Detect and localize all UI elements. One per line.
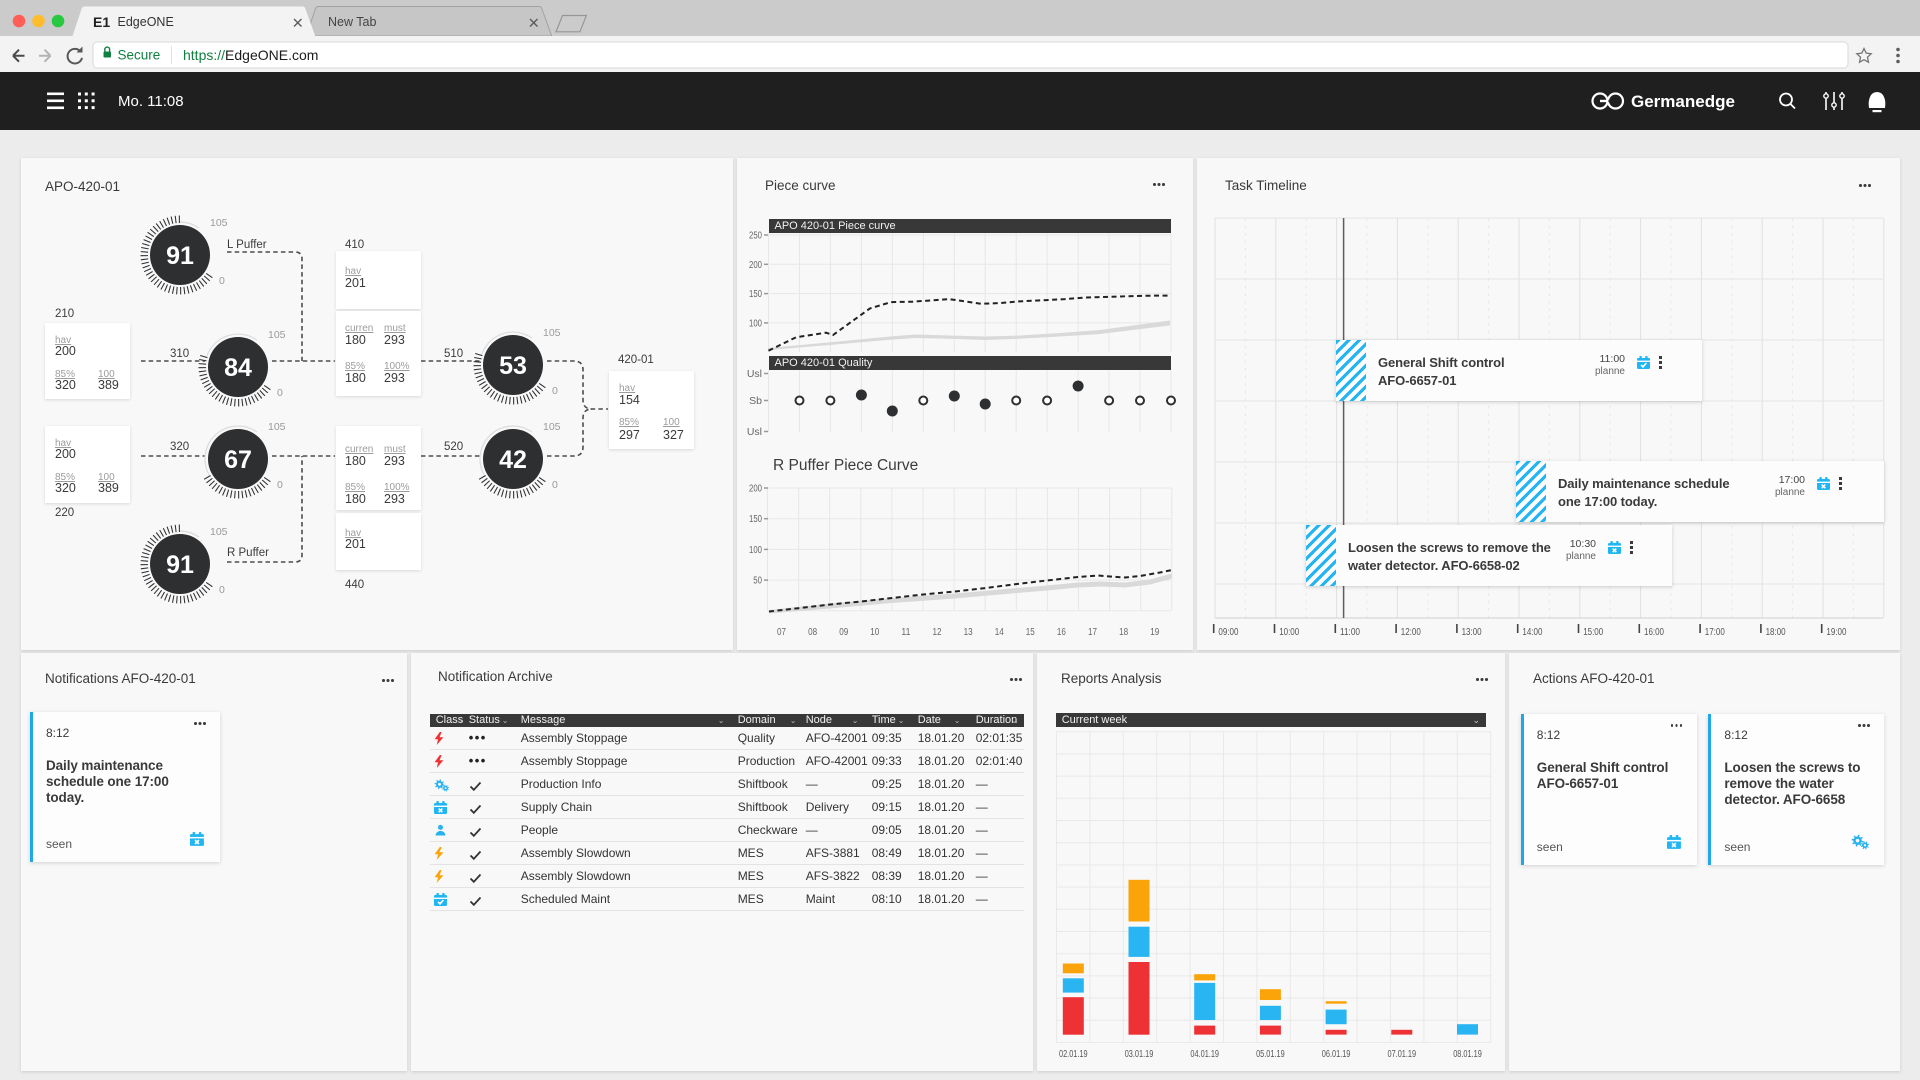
- svg-text:14:00: 14:00: [1522, 627, 1542, 638]
- svg-text:105: 105: [268, 421, 286, 433]
- svg-text:0: 0: [277, 387, 283, 399]
- svg-text:67: 67: [224, 446, 252, 474]
- svg-text:84: 84: [224, 354, 252, 382]
- svg-text:New Tab: New Tab: [328, 15, 376, 29]
- svg-text:150: 150: [749, 289, 762, 300]
- svg-text:17:00: 17:00: [1705, 627, 1725, 638]
- svg-text:08.01.19: 08.01.19: [1453, 1049, 1482, 1060]
- svg-text:19:00: 19:00: [1826, 627, 1846, 638]
- svg-text:18: 18: [1119, 627, 1128, 638]
- svg-text:09:00: 09:00: [1218, 627, 1238, 638]
- svg-text:0: 0: [277, 479, 283, 491]
- svg-text:105: 105: [268, 329, 286, 341]
- svg-text:50: 50: [753, 576, 762, 587]
- svg-text:105: 105: [210, 526, 228, 538]
- svg-text:100: 100: [749, 318, 762, 329]
- svg-text:Usl: Usl: [747, 368, 762, 380]
- svg-text:07.01.19: 07.01.19: [1388, 1049, 1417, 1060]
- svg-text:105: 105: [543, 421, 561, 433]
- svg-text:12:00: 12:00: [1401, 627, 1421, 638]
- svg-text:11:00: 11:00: [1340, 627, 1360, 638]
- svg-text:91: 91: [166, 242, 194, 270]
- svg-text:12: 12: [933, 627, 942, 638]
- svg-text:100: 100: [749, 545, 762, 556]
- svg-text:13: 13: [964, 627, 973, 638]
- svg-text:16:00: 16:00: [1644, 627, 1664, 638]
- svg-text:0: 0: [552, 385, 558, 397]
- svg-text:14: 14: [995, 627, 1004, 638]
- svg-text:11: 11: [901, 627, 910, 638]
- svg-text:02.01.19: 02.01.19: [1059, 1049, 1088, 1060]
- svg-text:04.01.19: 04.01.19: [1190, 1049, 1219, 1060]
- svg-text:Usl: Usl: [747, 426, 762, 438]
- svg-text:09: 09: [839, 627, 848, 638]
- svg-text:200: 200: [749, 484, 762, 495]
- svg-text:Secure: Secure: [118, 48, 161, 63]
- svg-text:Mo. 11:08: Mo. 11:08: [118, 93, 184, 110]
- svg-text:105: 105: [210, 217, 228, 229]
- svg-text:https://EdgeONE.com: https://EdgeONE.com: [183, 47, 318, 63]
- svg-text:07: 07: [777, 627, 786, 638]
- svg-text:91: 91: [166, 551, 194, 579]
- svg-text:13:00: 13:00: [1462, 627, 1482, 638]
- svg-text:42: 42: [499, 446, 527, 474]
- svg-text:0: 0: [219, 584, 225, 596]
- svg-text:15: 15: [1026, 627, 1035, 638]
- svg-text:10: 10: [870, 627, 879, 638]
- svg-text:19: 19: [1150, 627, 1159, 638]
- svg-text:53: 53: [499, 352, 527, 380]
- svg-text:10:00: 10:00: [1279, 627, 1299, 638]
- svg-text:Sb: Sb: [749, 395, 762, 407]
- svg-text:Germanedge: Germanedge: [1631, 92, 1735, 111]
- svg-text:0: 0: [552, 479, 558, 491]
- svg-text:E1: E1: [93, 14, 110, 30]
- svg-text:EdgeONE: EdgeONE: [118, 15, 174, 29]
- svg-text:05.01.19: 05.01.19: [1256, 1049, 1285, 1060]
- svg-text:15:00: 15:00: [1583, 627, 1603, 638]
- svg-text:150: 150: [749, 514, 762, 525]
- svg-text:06.01.19: 06.01.19: [1322, 1049, 1351, 1060]
- svg-text:250: 250: [749, 231, 762, 242]
- svg-text:17: 17: [1088, 627, 1097, 638]
- svg-text:08: 08: [808, 627, 817, 638]
- svg-text:16: 16: [1057, 627, 1066, 638]
- svg-text:0: 0: [219, 275, 225, 287]
- svg-text:18:00: 18:00: [1766, 627, 1786, 638]
- svg-text:200: 200: [749, 260, 762, 271]
- svg-text:03.01.19: 03.01.19: [1125, 1049, 1154, 1060]
- svg-text:105: 105: [543, 327, 561, 339]
